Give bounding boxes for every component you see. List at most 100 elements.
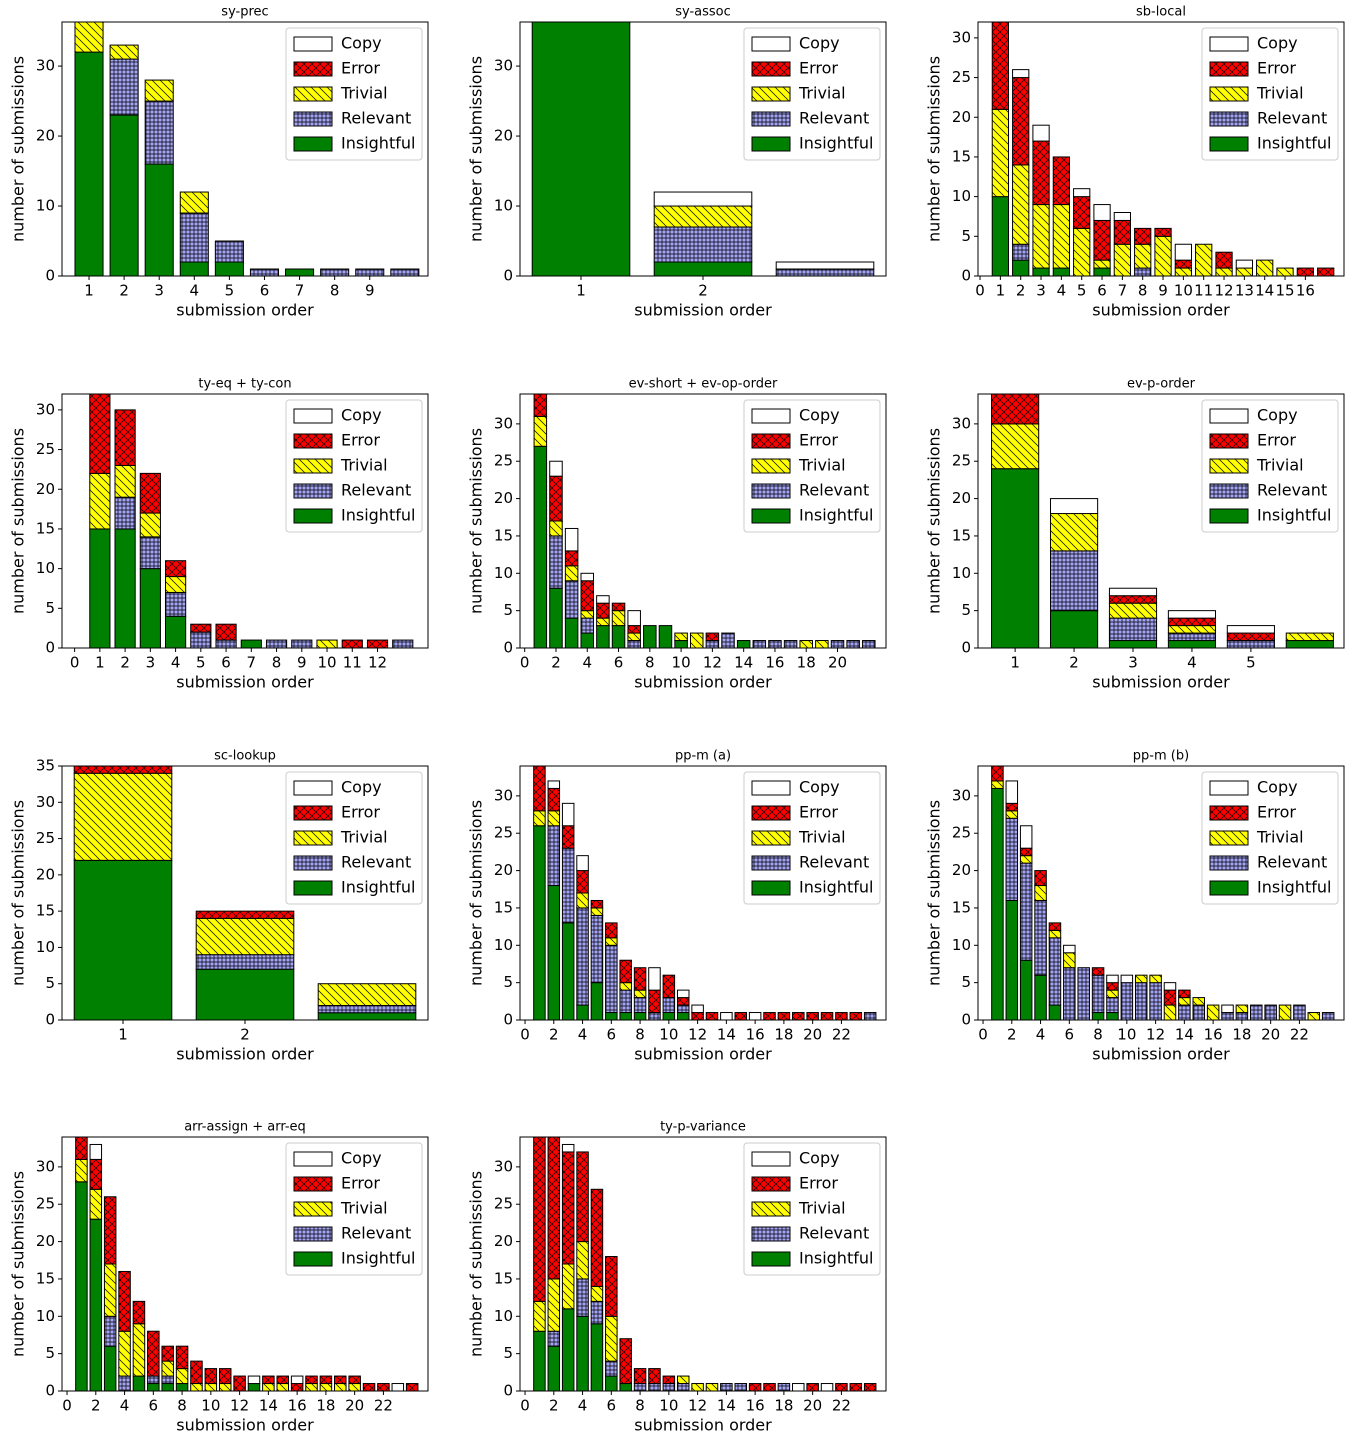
bar-segment [179, 212, 209, 263]
bar-segment [605, 944, 618, 1014]
y-tick-label: 0 [503, 639, 513, 657]
bar-segment [1048, 922, 1062, 931]
bar-segment [247, 1375, 261, 1385]
legend-label: Insightful [1257, 134, 1331, 153]
x-tick-label: 14 [259, 1397, 278, 1415]
legend-label: Relevant [799, 853, 869, 872]
legend-label: Insightful [799, 878, 873, 897]
bar-segment [1256, 259, 1274, 276]
x-tick-label: 3 [1128, 654, 1138, 672]
legend-label: Relevant [341, 853, 411, 872]
bars [533, 766, 877, 1020]
y-tick-label: 20 [952, 489, 971, 507]
x-tick-label: 12 [1146, 1026, 1165, 1044]
bar-segment [705, 640, 720, 648]
bar-segment [1052, 204, 1070, 269]
bar-segment [736, 640, 751, 648]
x-tick-label: 12 [368, 654, 387, 672]
bar-segment [576, 1241, 589, 1280]
legend: Insightful Relevant Trivial Error Copy [1201, 399, 1339, 533]
legend-label: Error [799, 59, 838, 78]
x-tick-label: 12 [688, 1397, 707, 1415]
y-tick-label: 5 [45, 1344, 55, 1362]
bar-segment [763, 1012, 776, 1020]
bar-segment [676, 1383, 690, 1391]
bar-segment [1178, 989, 1191, 999]
x-tick-label: 14 [1255, 282, 1274, 300]
y-tick-label: 0 [45, 267, 55, 285]
x-tick-label: 11 [343, 654, 362, 672]
bar-segment [164, 615, 187, 648]
legend-label: Relevant [799, 109, 869, 128]
chart-title: pp-m (b) [1133, 749, 1189, 764]
bar-segment [991, 780, 1004, 789]
x-tick-label: 4 [578, 1026, 588, 1044]
bar-segment [1174, 259, 1192, 269]
bars [991, 22, 1335, 276]
legend-label: Trivial [340, 1199, 388, 1218]
x-tick-label: 2 [1007, 1026, 1017, 1044]
bar-segment [633, 967, 647, 991]
bar-segment [1108, 602, 1158, 619]
bar-segment [1108, 617, 1158, 642]
legend-label: Relevant [1257, 481, 1327, 500]
bar-segment [103, 1263, 117, 1317]
legend-label: Copy [341, 778, 382, 797]
y-tick-label: 20 [36, 1232, 55, 1250]
bar-segment [862, 640, 876, 648]
bar-segment [820, 1012, 834, 1020]
bar-segment [564, 617, 579, 648]
legend-swatch [1209, 780, 1249, 796]
chart-title: sb-local [1136, 5, 1186, 20]
y-tick-label: 0 [961, 1011, 971, 1029]
bar-segment [218, 1383, 232, 1391]
legend-swatch [293, 86, 333, 102]
bar-segment [991, 787, 1004, 1020]
bar-segment [576, 907, 589, 1006]
bar-segment [580, 617, 595, 634]
bar-segment [247, 1383, 261, 1391]
x-tick-label: 15 [1275, 282, 1294, 300]
legend-label: Relevant [1257, 853, 1327, 872]
bar-segment [190, 623, 212, 633]
bar-segment [580, 572, 595, 582]
legend: Insightful Relevant Trivial Error Copy [285, 399, 423, 533]
legend-box [285, 399, 423, 533]
bar-segment [1034, 899, 1047, 976]
x-tick-label: 3 [154, 282, 164, 300]
bar-segment [89, 472, 111, 530]
x-tick-label: 10 [659, 1397, 678, 1415]
legend-label: Trivial [1256, 456, 1304, 475]
x-tick-label: 16 [746, 1026, 765, 1044]
bar-segment [590, 914, 604, 984]
bar-segment [1154, 227, 1172, 237]
y-tick-label: 30 [494, 786, 513, 804]
y-tick-label: 10 [494, 197, 513, 215]
bar-segment [547, 1345, 561, 1391]
legend-swatch [751, 805, 791, 821]
bar-segment [114, 464, 136, 498]
legend-swatch [1209, 86, 1249, 102]
bars [533, 394, 876, 648]
legend-label: Copy [341, 34, 382, 53]
bar-segment [1235, 1012, 1249, 1020]
legend-label: Relevant [341, 109, 411, 128]
bar-segment [1235, 267, 1253, 276]
bar-segment [1113, 243, 1131, 276]
bar-segment [648, 1368, 661, 1385]
bar-segment [633, 1368, 647, 1385]
bar-segment [1215, 267, 1233, 276]
bar-segment [605, 1012, 618, 1020]
x-tick-label: 18 [797, 654, 816, 672]
legend-box [285, 771, 423, 905]
x-tick-label: 0 [70, 654, 80, 672]
bar-segment [161, 1345, 174, 1362]
bar-segment [547, 1278, 561, 1332]
bar-segment [214, 240, 244, 263]
bar-segment [147, 1375, 160, 1385]
bar-segment [605, 922, 618, 939]
bar-segment [1113, 219, 1131, 245]
bar-segment [161, 1360, 174, 1377]
bar-segment [846, 640, 860, 648]
bar-segment [218, 1368, 232, 1385]
